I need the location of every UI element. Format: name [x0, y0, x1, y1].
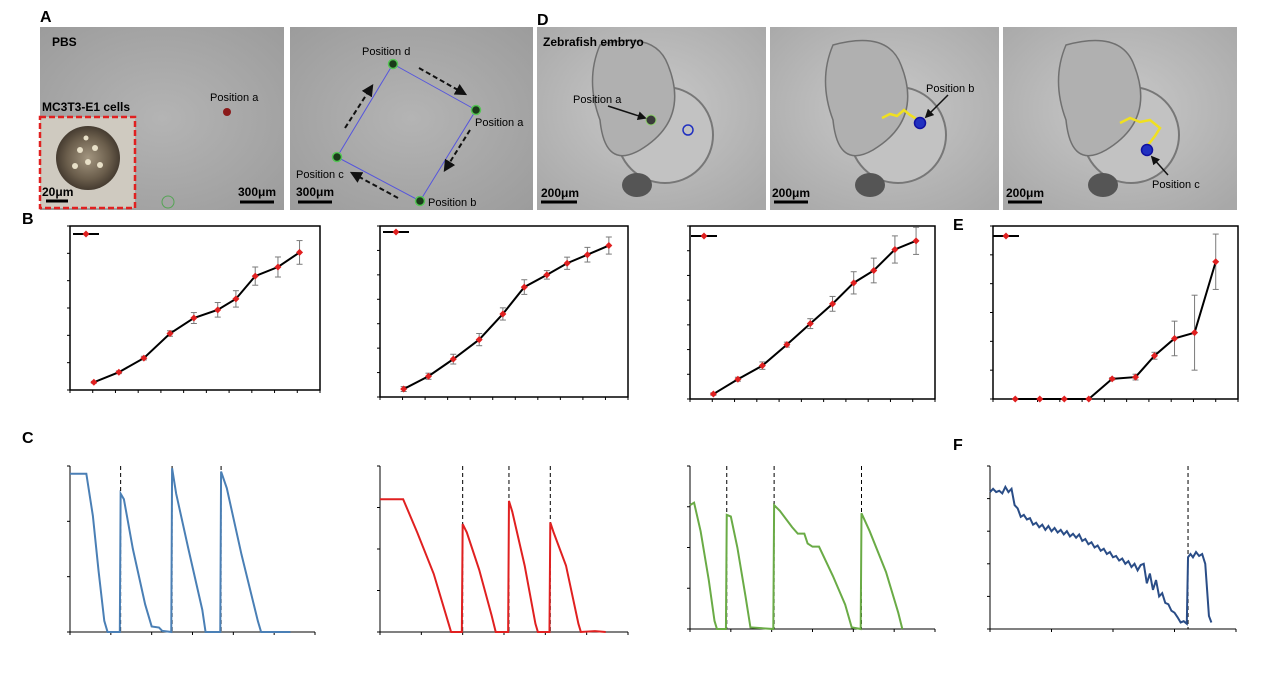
series-line — [712, 239, 917, 395]
trajectory-a-b — [881, 108, 921, 123]
legend-marker — [392, 228, 400, 236]
data-point — [274, 263, 282, 271]
data-point — [449, 355, 457, 363]
legend-marker — [82, 230, 90, 238]
panel-letter-a: A — [40, 9, 52, 26]
chart-f — [987, 465, 1237, 632]
photo-a1-label: PBS — [52, 35, 77, 49]
data-point — [709, 390, 717, 398]
chart-c3 — [687, 465, 936, 632]
data-point — [214, 306, 222, 314]
embryo-cell-a — [645, 114, 657, 126]
photo-d2-scale-text: 200μm — [772, 186, 810, 200]
data-point — [783, 341, 791, 349]
chart-e — [990, 225, 1239, 403]
label-position-b: Position b — [428, 197, 476, 209]
data-point — [891, 245, 899, 253]
photo-a2: Position d Position a Position b Positio… — [290, 27, 533, 210]
data-point — [1036, 395, 1044, 403]
charts — [67, 225, 1239, 635]
photo-d2-position-label: Position b — [926, 83, 974, 95]
panel-letter-e: E — [953, 217, 964, 234]
data-point — [1132, 373, 1140, 381]
data-point — [1108, 375, 1116, 383]
data-point — [912, 237, 920, 245]
data-point — [1212, 258, 1220, 266]
photo-d1: Zebrafish embryo Position a 200μm — [537, 27, 766, 210]
data-point — [806, 320, 814, 328]
series-line — [689, 501, 904, 631]
data-point — [543, 271, 551, 279]
photo-d2: Position b 200μm — [770, 27, 999, 210]
plot-frame — [689, 225, 936, 400]
photo-d1-position-label: Position a — [573, 94, 622, 106]
data-point — [140, 354, 148, 362]
data-point — [1085, 395, 1093, 403]
data-point — [166, 330, 174, 338]
label-position-d: Position d — [362, 46, 410, 58]
data-point — [499, 310, 507, 318]
data-point — [475, 336, 483, 344]
chart-b3 — [687, 225, 936, 402]
cell-cluster-image — [56, 126, 120, 190]
data-point — [734, 375, 742, 383]
data-point — [1060, 395, 1068, 403]
photo-d3-scale-text: 200μm — [1006, 186, 1044, 200]
data-point — [115, 368, 123, 376]
data-point — [870, 266, 878, 274]
photo-d3: Position c 200μm — [1003, 27, 1237, 210]
chart-c2 — [377, 465, 629, 635]
trajectory-b-c — [1119, 116, 1162, 146]
data-point — [296, 248, 304, 256]
series-line — [70, 468, 291, 634]
plot-frame — [379, 225, 629, 398]
series-line — [380, 498, 606, 634]
target-marker — [161, 195, 175, 209]
panel-letter-c: C — [22, 430, 34, 447]
data-point — [1191, 329, 1199, 337]
data-point — [605, 242, 613, 250]
photo-a1-position-label: Position a — [210, 92, 259, 104]
panel-letter-d: D — [537, 12, 549, 29]
plot-frame — [69, 225, 321, 391]
photo-a1-scale-text: 300μm — [238, 185, 276, 199]
data-point — [90, 378, 98, 386]
inset-scale-text: 20μm — [42, 185, 73, 199]
photo-a2-scale-text: 300μm — [296, 185, 334, 199]
data-point — [232, 295, 240, 303]
data-point — [829, 300, 837, 308]
data-point — [190, 314, 198, 322]
data-point — [1171, 334, 1179, 342]
label-position-a: Position a — [475, 117, 524, 129]
data-point — [424, 372, 432, 380]
series-line — [93, 251, 301, 384]
data-point — [758, 362, 766, 370]
photo-a1: PBS MC3T3-E1 cells Position a 20μm 300μm — [38, 27, 284, 210]
chart-b2 — [377, 225, 629, 400]
data-point — [1011, 395, 1019, 403]
photo-d1-label: Zebrafish embryo — [543, 35, 644, 49]
legend-marker — [1002, 232, 1010, 240]
data-point — [520, 283, 528, 291]
data-point — [850, 279, 858, 287]
label-position-c: Position c — [296, 169, 344, 181]
series-line — [989, 484, 1213, 626]
legend-marker — [700, 232, 708, 240]
photo-d3-position-label: Position c — [1152, 179, 1200, 191]
photo-d1-scale-text: 200μm — [541, 186, 579, 200]
cell-marker — [223, 108, 231, 116]
panel-letter-f: F — [953, 437, 963, 454]
panel-letter-b: B — [22, 211, 34, 228]
chart-c1 — [67, 465, 316, 635]
data-point — [400, 385, 408, 393]
series-line — [403, 244, 610, 390]
data-point — [1150, 352, 1158, 360]
photo-a1-cells-label: MC3T3-E1 cells — [42, 100, 130, 114]
data-point — [563, 259, 571, 267]
chart-b1 — [67, 225, 321, 393]
series-line — [1015, 261, 1217, 400]
data-point — [583, 251, 591, 259]
data-point — [251, 272, 259, 280]
